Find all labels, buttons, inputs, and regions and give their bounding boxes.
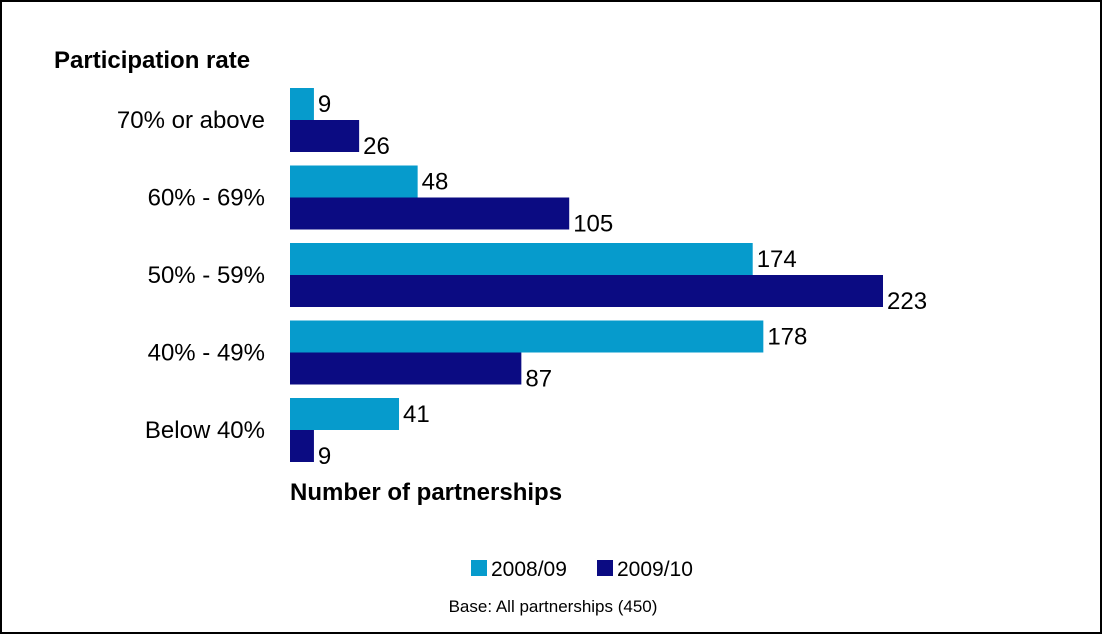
labels-layer: 70% or above 9 26 60% - 69% 48 105 50% - 59% 17… [117, 91, 927, 470]
bar [290, 275, 883, 307]
category-label: Below 40% [145, 417, 265, 444]
bar [290, 120, 360, 152]
x-axis-title: Number of partnerships [290, 479, 562, 506]
legend-swatch [471, 560, 487, 576]
category-label: 40% - 49% [148, 340, 265, 367]
legend-label: 2009/10 [617, 558, 693, 581]
bar [290, 352, 522, 385]
legend: 2008/09 2009/10 [471, 558, 693, 581]
legend-label: 2008/09 [491, 558, 567, 581]
bar [290, 165, 418, 198]
bar [290, 197, 570, 230]
data-label: 105 [573, 211, 613, 238]
category-label: 70% or above [117, 107, 265, 134]
bar [290, 398, 400, 430]
bar [290, 243, 753, 275]
category-label: 50% - 59% [148, 262, 265, 289]
bar [290, 430, 314, 462]
category-label: 60% - 69% [148, 185, 265, 212]
data-label: 9 [318, 91, 331, 118]
data-label: 41 [403, 401, 430, 428]
base-note: Base: All partnerships (450) [449, 597, 658, 616]
data-label: 174 [757, 246, 797, 273]
bars-layer [290, 88, 883, 462]
legend-swatch [597, 560, 613, 576]
data-label: 87 [525, 366, 552, 393]
data-label: 223 [887, 288, 927, 315]
data-label: 178 [767, 324, 807, 351]
data-label: 48 [422, 169, 449, 196]
y-axis-title: Participation rate [54, 47, 250, 74]
bar [290, 88, 314, 120]
bar [290, 320, 764, 353]
data-label: 26 [363, 133, 390, 160]
data-label: 9 [318, 443, 331, 470]
